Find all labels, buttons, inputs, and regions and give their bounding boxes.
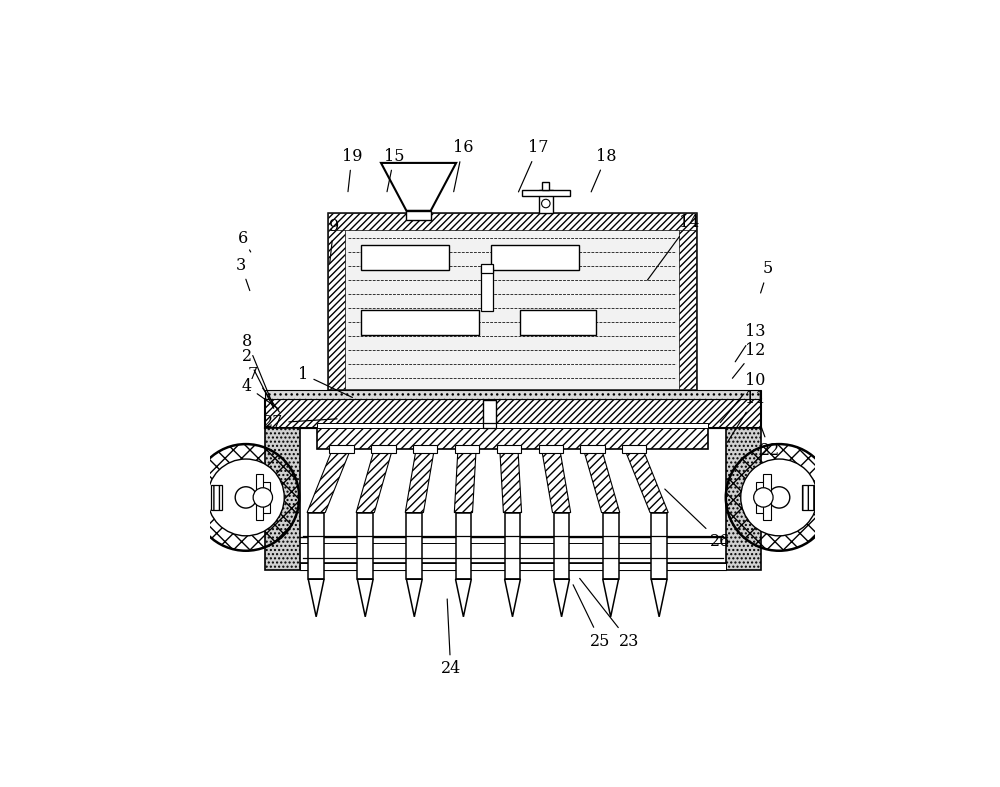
- Bar: [455, 445, 479, 453]
- Circle shape: [768, 486, 790, 508]
- Polygon shape: [456, 579, 471, 617]
- Bar: [345, 230, 679, 389]
- Circle shape: [207, 459, 284, 536]
- Bar: [328, 389, 696, 401]
- Bar: [679, 212, 696, 401]
- Text: 11: 11: [727, 390, 765, 442]
- Text: 3: 3: [236, 257, 250, 290]
- Bar: [761, 490, 773, 504]
- Circle shape: [253, 488, 273, 507]
- Text: 15: 15: [384, 148, 405, 192]
- Bar: [756, 482, 766, 512]
- Polygon shape: [308, 579, 324, 617]
- Text: 10: 10: [720, 372, 765, 423]
- Bar: [456, 512, 471, 579]
- Bar: [622, 445, 646, 453]
- Text: 4: 4: [242, 378, 279, 409]
- Polygon shape: [542, 449, 571, 512]
- Bar: [483, 423, 496, 428]
- Text: 19: 19: [342, 148, 362, 192]
- Text: 6: 6: [238, 230, 251, 252]
- Bar: [308, 512, 324, 579]
- Bar: [651, 512, 667, 579]
- Text: 13: 13: [735, 323, 765, 362]
- Polygon shape: [603, 579, 619, 617]
- Bar: [328, 212, 345, 401]
- Polygon shape: [307, 449, 351, 512]
- Bar: [413, 445, 437, 453]
- Bar: [491, 245, 579, 270]
- Circle shape: [235, 486, 257, 508]
- Bar: [357, 512, 373, 579]
- Polygon shape: [356, 449, 393, 512]
- Bar: [361, 309, 479, 335]
- Bar: [300, 563, 726, 570]
- Polygon shape: [500, 449, 522, 512]
- Bar: [361, 245, 449, 270]
- Bar: [371, 445, 396, 453]
- Text: 1: 1: [298, 366, 352, 397]
- Bar: [265, 390, 761, 399]
- Text: 7: 7: [248, 366, 279, 412]
- Bar: [260, 482, 270, 512]
- Polygon shape: [405, 449, 434, 512]
- Polygon shape: [357, 579, 373, 617]
- Bar: [483, 401, 496, 434]
- Circle shape: [754, 488, 773, 507]
- Bar: [211, 486, 222, 509]
- Circle shape: [542, 199, 550, 208]
- Polygon shape: [554, 579, 569, 617]
- Text: 14: 14: [647, 214, 700, 280]
- Bar: [726, 428, 761, 570]
- Bar: [763, 475, 771, 520]
- Bar: [603, 512, 619, 579]
- Bar: [329, 445, 354, 453]
- Text: 9: 9: [329, 218, 339, 263]
- Bar: [520, 309, 596, 335]
- Polygon shape: [381, 163, 456, 211]
- Bar: [580, 445, 605, 453]
- Bar: [505, 512, 520, 579]
- Polygon shape: [583, 449, 620, 512]
- Bar: [328, 212, 696, 230]
- Text: 5: 5: [761, 260, 773, 293]
- Bar: [522, 190, 570, 196]
- Bar: [481, 267, 493, 311]
- Text: 16: 16: [453, 139, 473, 192]
- Bar: [328, 212, 696, 401]
- Polygon shape: [454, 449, 476, 512]
- Bar: [554, 512, 569, 579]
- Polygon shape: [625, 449, 668, 512]
- Bar: [406, 211, 431, 220]
- Bar: [406, 512, 422, 579]
- Text: 18: 18: [591, 148, 617, 192]
- Bar: [539, 190, 553, 212]
- Bar: [802, 486, 814, 509]
- Text: 17: 17: [518, 139, 548, 192]
- Text: 27: 27: [263, 415, 337, 431]
- Text: 8: 8: [242, 333, 274, 407]
- Bar: [539, 445, 563, 453]
- Bar: [317, 423, 708, 428]
- Text: 24: 24: [441, 599, 461, 678]
- Polygon shape: [406, 579, 422, 617]
- Bar: [265, 399, 761, 427]
- Bar: [265, 428, 300, 570]
- Text: 22: 22: [760, 426, 780, 460]
- Text: 2: 2: [242, 348, 274, 408]
- Text: 25: 25: [573, 585, 611, 649]
- Circle shape: [741, 459, 818, 536]
- Bar: [317, 428, 708, 449]
- Text: 12: 12: [732, 342, 765, 379]
- Polygon shape: [651, 579, 667, 617]
- Text: 26: 26: [665, 489, 730, 550]
- Bar: [220, 490, 265, 504]
- Bar: [481, 264, 493, 273]
- Text: 23: 23: [580, 578, 639, 649]
- Bar: [542, 183, 549, 190]
- Bar: [256, 475, 263, 520]
- Polygon shape: [505, 579, 520, 617]
- Bar: [497, 445, 521, 453]
